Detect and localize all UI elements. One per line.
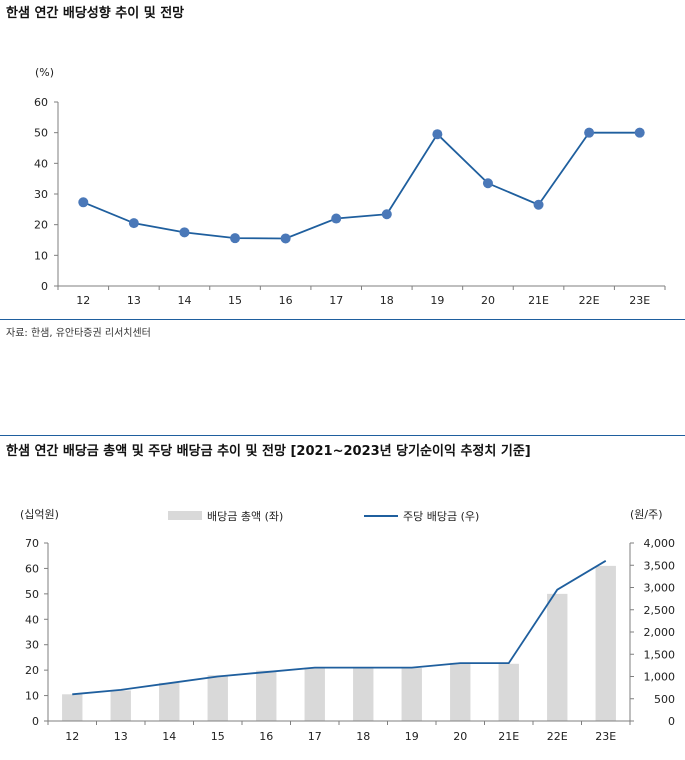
- chart2-bar: [401, 668, 422, 721]
- chart2-x-tick-label: 18: [356, 730, 370, 743]
- chart2-divider: [0, 435, 685, 436]
- chart2-bar: [595, 565, 616, 721]
- chart2-right-unit: (원/주): [630, 508, 663, 521]
- legend-bar-swatch: [168, 511, 202, 520]
- chart2-right-tick-label: 3,000: [644, 582, 676, 595]
- chart2-left-tick-label: 40: [25, 613, 39, 626]
- chart1-y-unit: (%): [35, 66, 54, 79]
- chart1-y-tick-label: 10: [34, 249, 48, 262]
- chart1-point: [280, 233, 291, 244]
- chart2-right-tick-label: 500: [654, 693, 675, 706]
- chart2-x-tick-label: 23E: [595, 730, 616, 743]
- chart2-left-tick-label: 20: [25, 664, 39, 677]
- chart2-bar: [110, 690, 131, 721]
- chart1-point: [533, 199, 544, 210]
- chart1-y-tick-label: 30: [34, 188, 48, 201]
- chart2-bar: [547, 593, 568, 721]
- chart1-point: [634, 127, 645, 138]
- chart1-divider: [0, 319, 685, 320]
- chart2-right-tick-label: 1,500: [644, 648, 676, 661]
- chart2-x-tick-label: 20: [453, 730, 467, 743]
- dividend-chart: (십억원) (원/주) 배당금 총액 (좌) 주당 배당금 (우) 0 10 20 30 40 5…: [20, 508, 676, 743]
- chart1-x-tick-label: 23E: [629, 294, 650, 307]
- chart2-bar: [256, 670, 277, 721]
- chart2-bar: [207, 675, 228, 721]
- chart1-x-tick-label: 16: [279, 294, 293, 307]
- chart2-bar: [304, 667, 325, 721]
- chart2-x-tick-label: 21E: [498, 730, 519, 743]
- chart1-y-tick-label: 20: [34, 219, 48, 232]
- chart1-x-tick-label: 22E: [579, 294, 600, 307]
- chart1-y-tick-label: 50: [34, 127, 48, 140]
- chart1-x-tick-label: 13: [127, 294, 141, 307]
- chart1-x-tick-label: 12: [76, 294, 90, 307]
- chart2-bar: [353, 667, 374, 721]
- chart1-point: [432, 129, 443, 140]
- chart2-x-tick-label: 19: [405, 730, 419, 743]
- chart1-y-tick-label: 0: [41, 280, 48, 293]
- chart2-x-tick-label: 17: [308, 730, 322, 743]
- chart1-point: [179, 227, 190, 238]
- chart1-point: [381, 209, 392, 220]
- chart1-x-tick-label: 14: [177, 294, 191, 307]
- legend-line-label: 주당 배당금 (우): [403, 510, 479, 523]
- chart1-x-tick-label: 21E: [528, 294, 549, 307]
- chart2-x-tick-label: 22E: [547, 730, 568, 743]
- chart2-right-tick-label: 4,000: [644, 537, 676, 550]
- chart2-x-tick-label: 15: [211, 730, 225, 743]
- chart1-x-tick-label: 20: [481, 294, 495, 307]
- chart1-title: 한샘 연간 배당성향 추이 및 전망: [6, 6, 185, 21]
- chart2-x-tick-label: 16: [259, 730, 273, 743]
- chart2-left-tick-label: 0: [32, 715, 39, 728]
- chart2-right-tick-label: 1,000: [644, 671, 676, 684]
- chart1-point: [128, 218, 139, 229]
- chart2-bar: [450, 662, 471, 721]
- chart1-series-line: [82, 131, 640, 240]
- chart1-x-tick-label: 15: [228, 294, 242, 307]
- chart2-right-tick-label: 3,500: [644, 559, 676, 572]
- chart1-point: [78, 197, 89, 208]
- chart1-x-tick-label: 18: [380, 294, 394, 307]
- chart1-y-tick-label: 40: [34, 157, 48, 170]
- chart1-point: [230, 233, 241, 244]
- chart2-dps-line: [72, 560, 607, 696]
- chart2-x-tick-label: 13: [114, 730, 128, 743]
- chart1-x-tick-label: 17: [329, 294, 343, 307]
- chart2-left-tick-label: 70: [25, 537, 39, 550]
- chart2-left-tick-label: 60: [25, 562, 39, 575]
- chart1-y-tick-label: 60: [34, 96, 48, 109]
- chart1-point: [482, 178, 493, 189]
- chart1-point: [331, 213, 342, 224]
- chart2-right-tick-label: 0: [668, 715, 675, 728]
- chart2-bar: [62, 694, 83, 721]
- chart2-left-tick-label: 30: [25, 639, 39, 652]
- payout-ratio-chart: (%) 0 10 20 30 40 50 60 12 13 14 15 16 17 18 19 20 21E 22E…: [34, 66, 666, 307]
- chart2-x-tick-label: 12: [65, 730, 79, 743]
- chart2-right-tick-label: 2,000: [644, 626, 676, 639]
- chart2-bar: [159, 682, 180, 721]
- chart2-left-tick-label: 10: [25, 690, 39, 703]
- chart2-left-tick-label: 50: [25, 588, 39, 601]
- legend-bar-label: 배당금 총액 (좌): [207, 510, 283, 523]
- chart2-bar: [498, 663, 519, 721]
- chart2-title: 한샘 연간 배당금 총액 및 주당 배당금 추이 및 전망 [2021~2023…: [6, 444, 531, 459]
- chart1-source: 자료: 한샘, 유안타증권 리서치센터: [6, 328, 151, 339]
- chart1-x-tick-label: 19: [430, 294, 444, 307]
- chart2-x-tick-label: 14: [162, 730, 176, 743]
- chart1-point: [584, 127, 595, 138]
- chart2-right-tick-label: 2,500: [644, 604, 676, 617]
- chart2-left-unit: (십억원): [20, 508, 59, 521]
